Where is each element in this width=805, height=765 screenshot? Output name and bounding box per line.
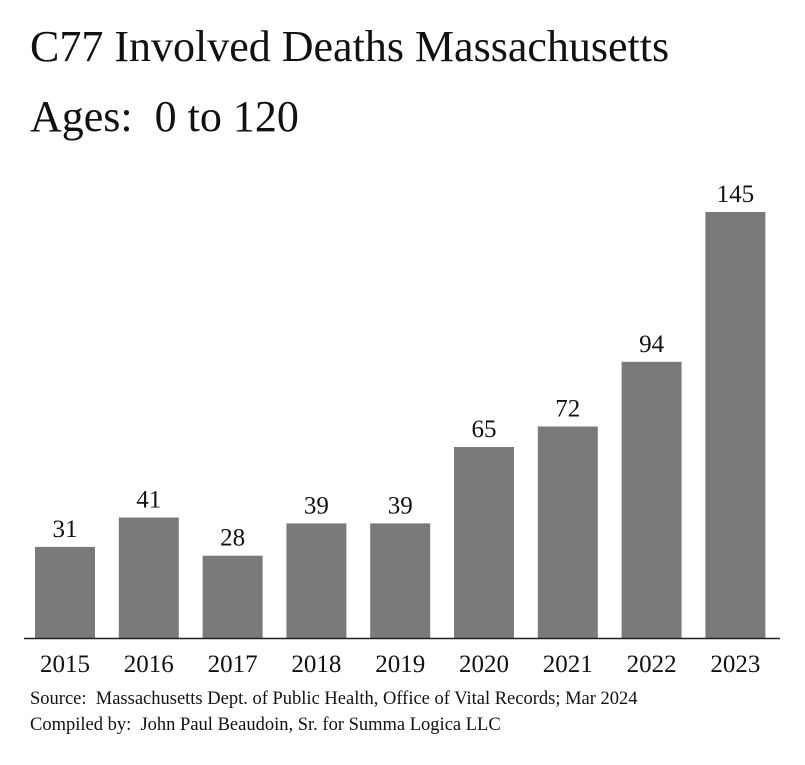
data-label-2018: 39 [304,492,329,519]
data-label-2022: 94 [639,331,665,358]
x-tick-label-2023: 2023 [710,651,760,678]
bar-2015 [35,546,95,638]
data-label-2017: 28 [220,525,245,552]
x-tick-label-2017: 2017 [208,651,258,678]
bar-2021 [537,426,598,638]
compiled-by-note: Compiled by: John Paul Beaudoin, Sr. for… [30,715,501,735]
bar-2018 [286,523,347,638]
data-label-2016: 41 [136,487,161,514]
data-label-2023: 145 [717,181,755,208]
data-label-2020: 65 [472,416,497,443]
x-tick-label-2018: 2018 [291,651,341,678]
data-label-2019: 39 [388,492,413,519]
x-tick-label-2020: 2020 [459,651,509,678]
bar-2019 [370,523,431,638]
data-label-2015: 31 [53,516,78,543]
x-tick-label-2022: 2022 [627,651,677,678]
data-label-2021: 72 [555,396,580,423]
x-tick-label-2021: 2021 [543,651,593,678]
bar-2016 [118,517,179,638]
chart-title: C77 Involved Deaths Massachusetts [30,22,670,71]
bar-2022 [621,361,682,638]
bar-2020 [454,447,514,638]
bar-2017 [202,555,263,638]
chart-subtitle: Ages: 0 to 120 [30,92,299,141]
x-tick-label-2019: 2019 [375,651,425,678]
source-note: Source: Massachusetts Dept. of Public He… [30,689,638,709]
bar-2023 [705,212,766,638]
x-tick-label-2015: 2015 [40,651,90,678]
x-tick-label-2016: 2016 [124,651,174,678]
